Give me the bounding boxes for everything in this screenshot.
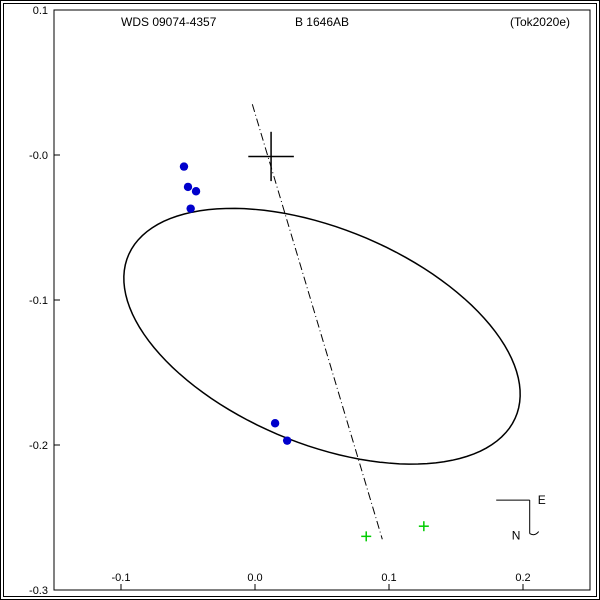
svg-text:-0.0: -0.0 — [29, 150, 48, 162]
title-left: WDS 09074-4357 — [121, 15, 217, 29]
svg-text:-0.3: -0.3 — [29, 585, 48, 597]
obs-point — [186, 204, 194, 212]
svg-text:-0.1: -0.1 — [29, 295, 48, 307]
compass-e-label: E — [538, 493, 546, 507]
svg-text:0.2: 0.2 — [515, 572, 530, 584]
obs-point — [271, 419, 279, 427]
svg-text:-0.2: -0.2 — [29, 440, 48, 452]
title-right: (Tok2020e) — [510, 15, 570, 29]
svg-text:0.1: 0.1 — [33, 5, 48, 17]
orbit-plot: -0.1 0.0 0.1 0.2 -0.3 -0.2 -0.1 -0.0 0.1 WDS 0907… — [0, 0, 600, 600]
obs-point — [283, 436, 291, 444]
title-center: B 1646AB — [295, 15, 349, 29]
obs-point — [192, 187, 200, 195]
compass-n-label: N — [512, 529, 521, 543]
obs-point — [180, 162, 188, 170]
svg-text:0.1: 0.1 — [381, 572, 396, 584]
svg-text:-0.1: -0.1 — [112, 572, 131, 584]
obs-point — [184, 183, 192, 191]
svg-text:0.0: 0.0 — [247, 572, 262, 584]
